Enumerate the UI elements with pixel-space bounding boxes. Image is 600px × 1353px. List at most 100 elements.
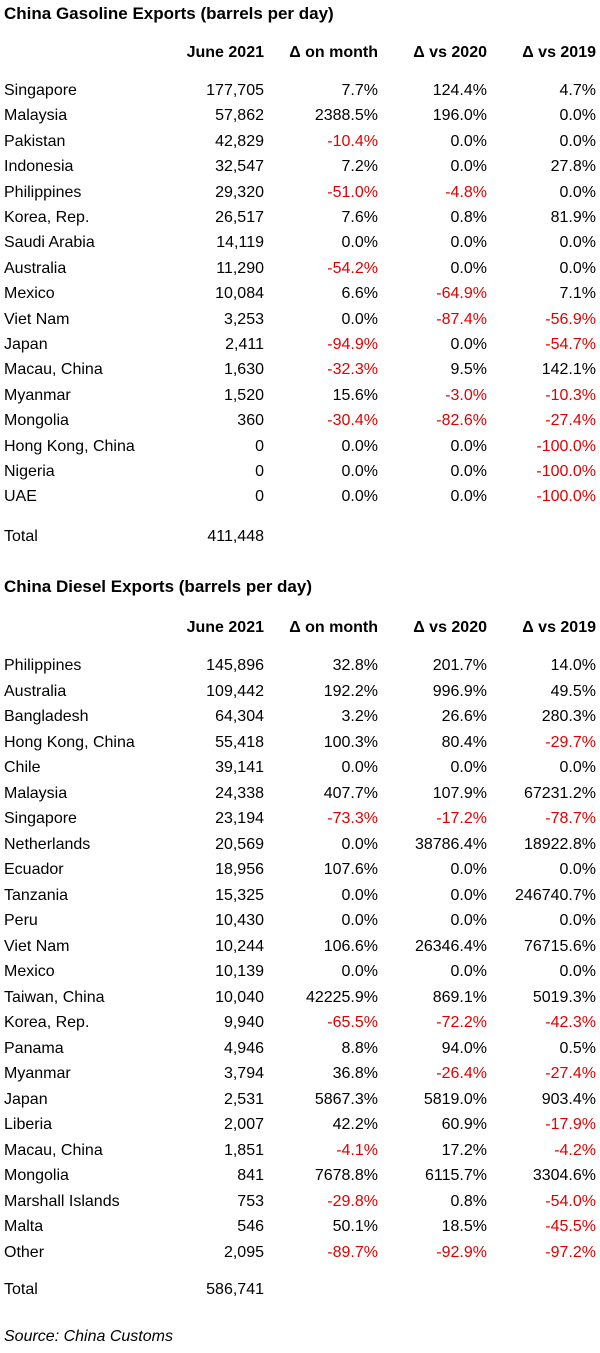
delta-month-cell: 15.6% — [332, 386, 378, 404]
table-row: Macau, China 1,851 -4.1% 17.2% -4.2% — [0, 1138, 600, 1163]
june-2021-cell: 10,084 — [215, 285, 264, 303]
country-cell: Pakistan — [4, 132, 66, 150]
delta-month-cell: 0.0% — [341, 759, 378, 776]
col-delta-month: Δ on month — [289, 44, 378, 61]
delta-2020-cell: 0.8% — [450, 1192, 487, 1210]
delta-2019-cell: 18922.8% — [523, 835, 596, 853]
delta-2019-cell: 0.0% — [559, 183, 596, 201]
delta-2019-cell: 0.0% — [559, 234, 596, 252]
delta-month-cell: 0.0% — [341, 912, 378, 929]
june-2021-cell: 42,829 — [215, 132, 264, 150]
total-value: 411,448 — [207, 528, 264, 545]
june-2021-cell: 18,956 — [215, 861, 264, 878]
june-2021-cell: 4,946 — [223, 1039, 264, 1057]
delta-2019-cell: 0.0% — [559, 132, 596, 150]
delta-2020-cell: 9.5% — [450, 361, 487, 379]
table-row: Tanzania 15,325 0.0% 0.0% 246740.7% — [0, 883, 600, 908]
delta-month-cell: 5867.3% — [314, 1090, 378, 1108]
table-row: Marshall Islands 753 -29.8% 0.8% -54.0% — [0, 1189, 600, 1214]
country-cell: Chile — [4, 759, 41, 776]
table-row: Saudi Arabia 14,119 0.0% 0.0% 0.0% — [0, 230, 600, 255]
delta-month-cell: 32.8% — [332, 657, 378, 674]
delta-2019-cell: 7.1% — [559, 285, 596, 303]
total-label: Total — [4, 1281, 38, 1298]
delta-2019-cell: 14.0% — [550, 657, 596, 674]
june-2021-cell: 0 — [255, 463, 264, 480]
table-row: Viet Nam 10,244 106.6% 26346.4% 76715.6% — [0, 934, 600, 959]
delta-2019-cell: -17.9% — [545, 1116, 596, 1133]
delta-2019-cell: 0.0% — [559, 259, 596, 277]
june-2021-cell: 360 — [237, 412, 264, 430]
june-2021-cell: 64,304 — [215, 708, 264, 725]
table-row: Philippines 145,896 32.8% 201.7% 14.0% — [0, 653, 600, 678]
delta-2019-cell: 142.1% — [541, 361, 596, 379]
country-cell: Singapore — [4, 810, 77, 827]
table-row: Mexico 10,084 6.6% -64.9% 7.1% — [0, 281, 600, 306]
june-2021-cell: 2,531 — [223, 1090, 264, 1108]
june-2021-cell: 11,290 — [216, 259, 264, 277]
delta-month-cell: 0.0% — [341, 835, 378, 853]
country-cell: Marshall Islands — [4, 1192, 120, 1210]
col-delta-month: Δ on month — [289, 619, 378, 636]
june-2021-cell: 29,320 — [215, 183, 264, 201]
delta-2020-cell: 0.0% — [450, 234, 487, 252]
delta-2020-cell: 0.0% — [450, 463, 487, 480]
table-row: Philippines 29,320 -51.0% -4.8% 0.0% — [0, 180, 600, 205]
delta-month-cell: 0.0% — [341, 463, 378, 480]
delta-2020-cell: -87.4% — [436, 310, 487, 328]
country-cell: Peru — [4, 912, 38, 929]
source-note: Source: China Customs — [4, 1328, 173, 1345]
diesel-title: China Diesel Exports (barrels per day) — [4, 577, 312, 596]
table-row: Korea, Rep. 9,940 -65.5% -72.2% -42.3% — [0, 1010, 600, 1035]
table-row: Panama 4,946 8.8% 94.0% 0.5% — [0, 1036, 600, 1061]
delta-2020-cell: 0.0% — [450, 759, 487, 776]
country-cell: Australia — [4, 259, 67, 277]
delta-2019-cell: 67231.2% — [523, 784, 596, 802]
delta-2019-cell: 246740.7% — [515, 886, 596, 904]
june-2021-cell: 1,630 — [223, 361, 264, 379]
delta-month-cell: -73.3% — [327, 810, 378, 827]
delta-2020-cell: 80.4% — [441, 733, 487, 751]
table-row: UAE 0 0.0% 0.0% -100.0% — [0, 484, 600, 509]
delta-2019-cell: 27.8% — [550, 158, 596, 176]
delta-month-cell: 42.2% — [332, 1116, 378, 1133]
table-row: Viet Nam 3,253 0.0% -87.4% -56.9% — [0, 307, 600, 332]
delta-2020-cell: 0.0% — [450, 259, 487, 277]
delta-2020-cell: 996.9% — [432, 682, 487, 700]
june-2021-cell: 841 — [237, 1167, 264, 1184]
table-row: Liberia 2,007 42.2% 60.9% -17.9% — [0, 1112, 600, 1137]
table-row: Ecuador 18,956 107.6% 0.0% 0.0% — [0, 857, 600, 882]
country-cell: Korea, Rep. — [4, 209, 90, 226]
table-row: Hong Kong, China 0 0.0% 0.0% -100.0% — [0, 434, 600, 459]
delta-month-cell: 107.6% — [323, 861, 378, 878]
delta-2020-cell: -92.9% — [436, 1243, 487, 1261]
delta-2019-cell: -45.5% — [545, 1218, 596, 1235]
country-cell: Liberia — [4, 1116, 53, 1133]
june-2021-cell: 55,418 — [215, 733, 264, 751]
col-delta-2020: Δ vs 2020 — [413, 619, 487, 636]
delta-month-cell: -30.4% — [327, 412, 378, 430]
delta-2020-cell: -17.2% — [436, 810, 487, 827]
country-cell: Ecuador — [4, 861, 64, 878]
delta-2020-cell: 869.1% — [432, 988, 487, 1006]
delta-2020-cell: 107.9% — [432, 784, 487, 802]
country-cell: Philippines — [4, 183, 82, 201]
delta-month-cell: 0.0% — [341, 886, 378, 904]
june-2021-cell: 39,141 — [215, 759, 264, 776]
country-cell: Hong Kong, China — [4, 733, 135, 751]
june-2021-cell: 1,851 — [223, 1141, 264, 1159]
table-row: Mexico 10,139 0.0% 0.0% 0.0% — [0, 959, 600, 984]
delta-2019-cell: -4.2% — [554, 1141, 596, 1159]
table-row: Bangladesh 64,304 3.2% 26.6% 280.3% — [0, 704, 600, 729]
delta-2020-cell: 5819.0% — [423, 1090, 487, 1108]
diesel-total-row: Total 586,741 — [0, 1277, 600, 1302]
country-cell: Australia — [4, 682, 67, 700]
table-row: Australia 11,290 -54.2% 0.0% 0.0% — [0, 256, 600, 281]
delta-2020-cell: 0.0% — [450, 886, 487, 904]
june-2021-cell: 26,517 — [215, 209, 264, 226]
delta-month-cell: 8.8% — [341, 1039, 378, 1057]
june-2021-cell: 145,896 — [206, 657, 264, 674]
delta-2020-cell: 94.0% — [441, 1039, 487, 1057]
june-2021-cell: 15,325 — [215, 886, 264, 904]
delta-2019-cell: 49.5% — [550, 682, 596, 700]
